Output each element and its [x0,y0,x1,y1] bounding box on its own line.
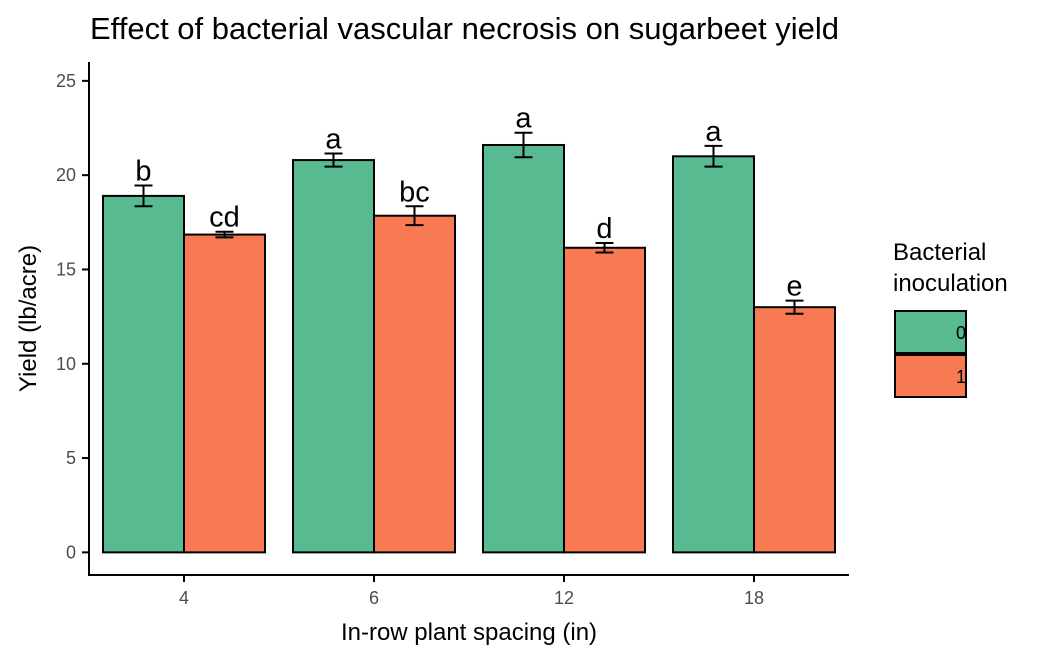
y-tick-label: 25 [56,71,76,91]
significance-label: a [325,123,342,155]
x-axis-ticks: 4 6 12 18 [179,575,764,608]
error-bar [704,144,723,168]
legend-key-1 [894,354,967,398]
bar-series-1-18 [753,306,836,554]
error-bar [514,131,533,159]
legend-items: 01 [894,310,967,398]
plot-area: b a a a cd bc d e [102,103,836,554]
significance-label: bc [399,176,430,208]
bar-series-1-4 [183,233,266,554]
legend-title-line-1: Bacterial [893,239,986,266]
significance-label: b [135,156,151,188]
x-tick-label: 18 [744,588,764,608]
x-tick-label: 12 [554,588,574,608]
error-bar [215,230,234,239]
bar-series-0-6 [292,159,375,554]
x-tick-label: 6 [369,588,379,608]
error-bar [405,205,424,227]
error-bar [134,184,153,208]
legend-label-1: 1 [956,367,966,387]
significance-label: a [705,116,722,148]
y-tick-label: 20 [56,165,76,185]
chart-title: Effect of bacterial vascular necrosis on… [90,11,839,46]
bar-series-0-12 [482,143,565,554]
legend-label-0: 0 [956,323,966,343]
legend: Bacterial inoculation 01 [893,239,1008,398]
significance-label: cd [209,202,240,234]
y-axis-title: Yield (lb/acre) [15,245,42,392]
significance-label: d [596,213,612,245]
bar-series-0-18 [672,155,755,554]
x-tick-label: 4 [179,588,189,608]
y-axis-ticks: 0 5 10 15 20 25 [56,71,89,562]
y-tick-label: 15 [56,259,76,279]
significance-label: e [786,271,802,303]
bar-series-1-12 [563,246,646,554]
error-bar [595,242,614,254]
y-tick-label: 0 [66,542,76,562]
bar-series-0-4 [102,194,185,554]
error-bar [324,152,343,168]
bar-series-1-6 [373,214,456,554]
legend-title-line-2: inoculation [893,270,1008,297]
significance-label: a [515,103,532,135]
y-tick-label: 5 [66,448,76,468]
y-tick-label: 10 [56,354,76,374]
x-axis-title: In-row plant spacing (in) [341,619,597,646]
legend-key-0 [894,310,967,354]
error-bar [785,299,804,315]
